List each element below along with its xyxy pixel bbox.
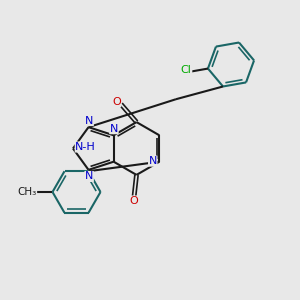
Text: N: N: [85, 172, 93, 182]
Text: Cl: Cl: [181, 65, 192, 75]
Text: N-H: N-H: [75, 142, 96, 152]
Text: N: N: [85, 116, 93, 125]
Text: O: O: [130, 196, 139, 206]
Text: CH₃: CH₃: [17, 187, 37, 197]
Text: N: N: [148, 156, 157, 166]
Text: N: N: [110, 124, 118, 134]
Text: O: O: [112, 97, 121, 107]
